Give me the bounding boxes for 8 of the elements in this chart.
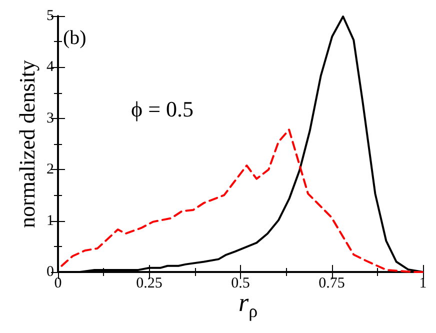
- annotation: (b): [63, 27, 86, 49]
- x-tick-label: 0.25: [136, 276, 162, 292]
- line-series: [60, 128, 424, 273]
- y-tick-label: 2: [46, 162, 54, 178]
- annotation: ϕ = 0.5: [131, 96, 194, 122]
- y-axis-title: normalized density: [14, 60, 40, 228]
- y-tick-label: 1: [46, 212, 54, 229]
- x-tick-label: 0.75: [318, 276, 345, 292]
